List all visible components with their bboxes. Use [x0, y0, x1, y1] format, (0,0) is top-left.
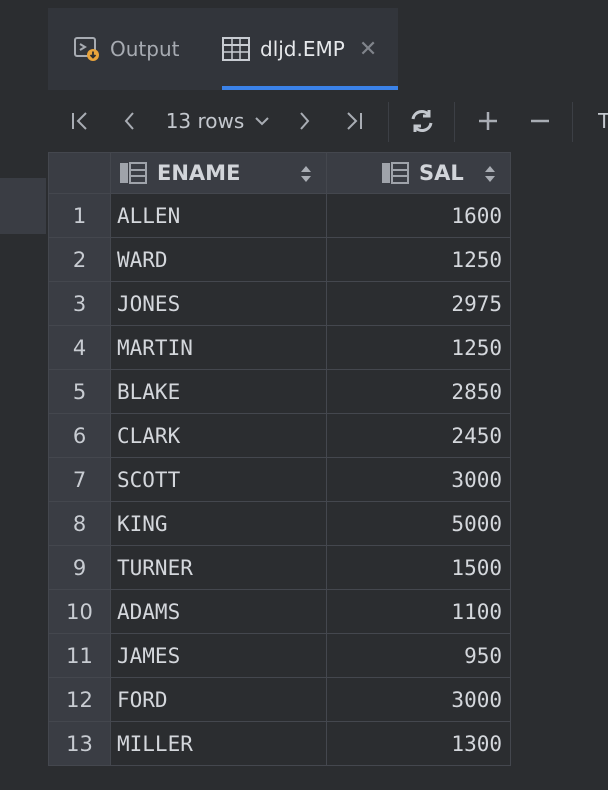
row-number[interactable]: 9 [48, 545, 111, 590]
row-number[interactable]: 8 [48, 501, 111, 546]
column-icon [381, 162, 409, 184]
header-row: ENAME [48, 152, 511, 194]
row-number[interactable]: 11 [48, 633, 111, 678]
delete-row-button[interactable] [524, 90, 556, 152]
previous-page-button[interactable] [114, 90, 146, 152]
table-row[interactable]: 5 BLAKE 2850 [48, 369, 511, 414]
ename-cell[interactable]: CLARK [110, 413, 327, 458]
chevron-left-icon [124, 112, 134, 130]
toolbar-divider [572, 102, 573, 142]
table-row[interactable]: 4 MARTIN 1250 [48, 325, 511, 370]
sal-cell[interactable]: 950 [326, 633, 511, 678]
table-icon [222, 37, 250, 61]
ename-cell[interactable]: KING [110, 501, 327, 546]
rows-count-dropdown[interactable]: 13 rows [164, 90, 274, 152]
row-number-header [48, 152, 111, 194]
row-number[interactable]: 2 [48, 237, 111, 282]
row-number[interactable]: 1 [48, 193, 111, 238]
column-header-label: SAL [419, 161, 464, 185]
table-row[interactable]: 11 JAMES 950 [48, 633, 511, 678]
tab-bar: Output dljd.EMP ✕ [48, 8, 398, 90]
refresh-button[interactable] [404, 90, 440, 152]
sort-icon[interactable] [300, 164, 312, 188]
ename-cell[interactable]: ALLEN [110, 193, 327, 238]
row-number[interactable]: 5 [48, 369, 111, 414]
left-panel-selection [0, 178, 46, 234]
active-tab-indicator [222, 86, 398, 90]
ename-cell[interactable]: ADAMS [110, 589, 327, 634]
sal-cell[interactable]: 1250 [326, 237, 511, 282]
sal-cell[interactable]: 2850 [326, 369, 511, 414]
sal-cell[interactable]: 1600 [326, 193, 511, 238]
rows-count-label: 13 rows [165, 109, 245, 133]
toolbar-divider [454, 102, 455, 142]
sal-cell[interactable]: 3000 [326, 677, 511, 722]
row-number[interactable]: 7 [48, 457, 111, 502]
table-row[interactable]: 2 WARD 1250 [48, 237, 511, 282]
column-header-ename[interactable]: ENAME [110, 152, 327, 194]
sal-cell[interactable]: 1300 [326, 721, 511, 766]
table-row[interactable]: 12 FORD 3000 [48, 677, 511, 722]
row-number[interactable]: 3 [48, 281, 111, 326]
column-header-label: ENAME [157, 161, 241, 185]
column-header-sal[interactable]: SAL [326, 152, 511, 194]
minus-icon [531, 119, 549, 123]
ename-cell[interactable]: MILLER [110, 721, 327, 766]
ename-cell[interactable]: WARD [110, 237, 327, 282]
table-row[interactable]: 1 ALLEN 1600 [48, 193, 511, 238]
sal-cell[interactable]: 5000 [326, 501, 511, 546]
ename-cell[interactable]: BLAKE [110, 369, 327, 414]
sal-cell[interactable]: 1100 [326, 589, 511, 634]
sal-cell[interactable]: 1500 [326, 545, 511, 590]
last-page-icon [347, 112, 362, 130]
ename-cell[interactable]: SCOTT [110, 457, 327, 502]
sal-cell[interactable]: 1250 [326, 325, 511, 370]
table-row[interactable]: 10 ADAMS 1100 [48, 589, 511, 634]
ename-cell[interactable]: JONES [110, 281, 327, 326]
row-number[interactable]: 12 [48, 677, 111, 722]
ename-cell[interactable]: MARTIN [110, 325, 327, 370]
toolbar-overflow-text: T [598, 109, 608, 133]
sal-cell[interactable]: 2450 [326, 413, 511, 458]
table-row[interactable]: 8 KING 5000 [48, 501, 511, 546]
plus-icon [479, 112, 497, 130]
toolbar-divider [388, 102, 389, 142]
ename-cell[interactable]: JAMES [110, 633, 327, 678]
table-row[interactable]: 3 JONES 2975 [48, 281, 511, 326]
last-page-button[interactable] [338, 90, 370, 152]
tab-output-label: Output [110, 37, 180, 61]
results-toolbar: 13 rows T [48, 90, 608, 152]
next-page-button[interactable] [288, 90, 320, 152]
add-row-button[interactable] [472, 90, 504, 152]
output-icon [74, 36, 100, 62]
table-row[interactable]: 9 TURNER 1500 [48, 545, 511, 590]
sort-icon[interactable] [484, 164, 496, 188]
row-number[interactable]: 4 [48, 325, 111, 370]
chevron-down-icon [255, 117, 270, 126]
tab-output[interactable]: Output [74, 8, 179, 90]
sal-cell[interactable]: 3000 [326, 457, 511, 502]
row-number[interactable]: 13 [48, 721, 111, 766]
tab-emp-label: dljd.EMP [260, 37, 345, 61]
chevron-right-icon [300, 112, 310, 130]
table-row[interactable]: 7 SCOTT 3000 [48, 457, 511, 502]
close-icon[interactable]: ✕ [358, 36, 378, 62]
row-number[interactable]: 6 [48, 413, 111, 458]
ename-cell[interactable]: TURNER [110, 545, 327, 590]
first-page-button[interactable] [64, 90, 96, 152]
refresh-icon [411, 110, 433, 132]
table-row[interactable]: 13 MILLER 1300 [48, 721, 511, 766]
ename-cell[interactable]: FORD [110, 677, 327, 722]
result-grid: ENAME [48, 152, 511, 766]
column-icon [119, 162, 147, 184]
tab-emp[interactable]: dljd.EMP ✕ [222, 8, 398, 90]
first-page-icon [72, 112, 87, 130]
row-number[interactable]: 10 [48, 589, 111, 634]
sal-cell[interactable]: 2975 [326, 281, 511, 326]
table-row[interactable]: 6 CLARK 2450 [48, 413, 511, 458]
